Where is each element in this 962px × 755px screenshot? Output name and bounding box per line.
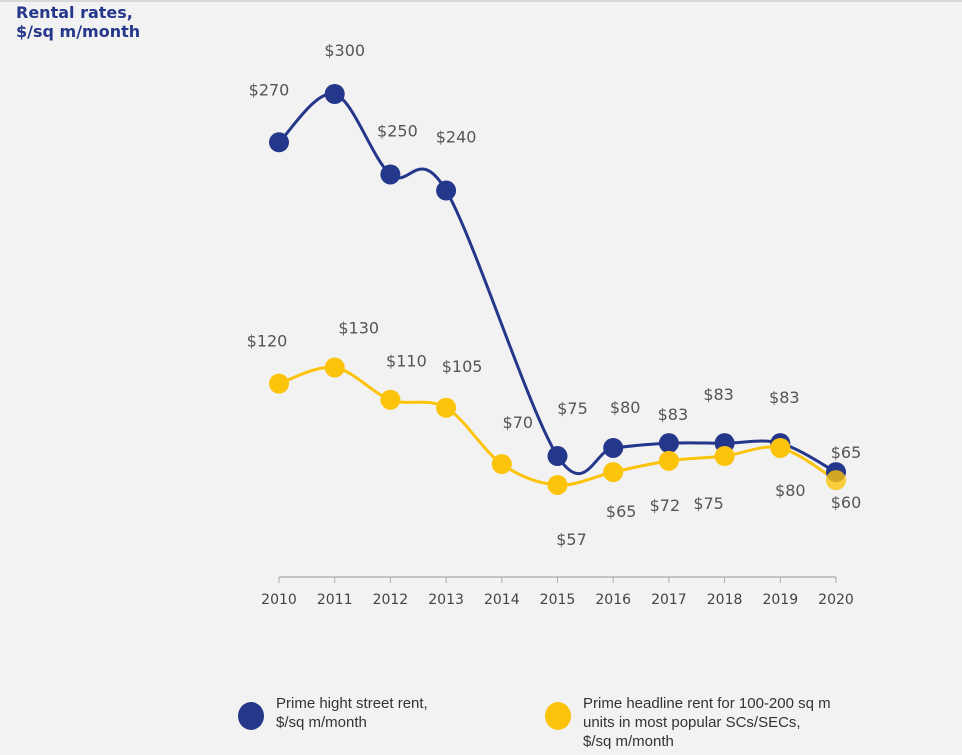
data-point-headline bbox=[714, 446, 735, 467]
x-tick-label: 2012 bbox=[373, 592, 409, 608]
x-tick-label: 2017 bbox=[651, 592, 687, 608]
data-label-headline: $120 bbox=[247, 332, 288, 351]
data-point-headline bbox=[436, 397, 457, 418]
chart-title: Rental rates, $/sq m/month bbox=[16, 3, 140, 41]
data-label-high-street: $240 bbox=[436, 128, 477, 147]
data-point-headline bbox=[826, 470, 846, 491]
x-tick-label: 2013 bbox=[428, 592, 464, 608]
x-tick-label: 2016 bbox=[595, 592, 631, 608]
data-label-headline: $110 bbox=[386, 352, 427, 371]
data-point-high-street bbox=[380, 164, 401, 185]
legend-marker-yellow bbox=[545, 702, 571, 730]
series-line-headline bbox=[278, 365, 837, 487]
data-point-high-street bbox=[603, 437, 624, 458]
data-label-high-street: $83 bbox=[769, 388, 800, 407]
data-label-high-street: $270 bbox=[249, 80, 290, 99]
legend-text-line: units in most popular SCs/SECs, bbox=[583, 714, 801, 731]
data-label-high-street: $250 bbox=[377, 121, 418, 140]
data-label-headline: $72 bbox=[650, 496, 681, 515]
data-point-high-street bbox=[658, 433, 679, 454]
data-label-headline: $130 bbox=[338, 319, 379, 338]
data-label-high-street: $75 bbox=[557, 399, 588, 418]
data-point-headline bbox=[380, 389, 401, 410]
data-label-headline: $75 bbox=[693, 494, 724, 513]
data-label-headline: $80 bbox=[775, 481, 806, 500]
data-point-headline bbox=[547, 474, 568, 495]
legend-item-prime-headline: Prime headline rent for 100-200 sq m uni… bbox=[545, 694, 831, 751]
data-point-headline bbox=[491, 454, 512, 475]
data-point-high-street bbox=[324, 84, 345, 104]
data-label-headline: $70 bbox=[503, 413, 534, 432]
x-tick-label: 2018 bbox=[707, 592, 743, 608]
data-point-headline bbox=[770, 437, 791, 458]
line-chart: 2010 2011 2012 2013 2014 2015 2016 2017 2018 2019… bbox=[247, 41, 862, 608]
data-point-high-street bbox=[269, 132, 289, 153]
data-label-headline: $105 bbox=[442, 357, 483, 376]
x-tick-label: 2011 bbox=[317, 592, 353, 608]
legend-item-prime-high-street: Prime hight street rent, $/sq m/month bbox=[238, 694, 428, 732]
x-tick-label: 2020 bbox=[818, 592, 854, 608]
data-label-high-street: $83 bbox=[658, 405, 689, 424]
data-point-headline bbox=[658, 450, 679, 471]
x-tick-label: 2014 bbox=[484, 592, 520, 608]
legend-text-line: $/sq m/month bbox=[276, 714, 367, 731]
legend-text-line: Prime hight street rent, bbox=[276, 695, 428, 712]
data-label-headline: $65 bbox=[606, 502, 637, 521]
data-label-high-street: $83 bbox=[703, 385, 734, 404]
legend-text-line: $/sq m/month bbox=[583, 733, 674, 750]
data-label-headline: $60 bbox=[831, 493, 862, 512]
title-line-1: Rental rates, bbox=[16, 3, 133, 22]
x-tick-label: 2010 bbox=[261, 592, 297, 608]
data-label-high-street: $80 bbox=[610, 398, 641, 417]
title-line-2: $/sq m/month bbox=[16, 22, 141, 41]
data-point-headline bbox=[324, 357, 345, 378]
data-point-headline bbox=[603, 462, 624, 483]
legend-marker-blue bbox=[238, 702, 264, 730]
data-label-high-street: $300 bbox=[324, 41, 365, 60]
data-label-headline: $57 bbox=[556, 530, 587, 549]
data-point-high-street bbox=[436, 180, 457, 201]
x-tick-label: 2019 bbox=[762, 592, 798, 608]
legend-text-line: Prime headline rent for 100-200 sq m bbox=[583, 695, 831, 712]
x-tick-label: 2015 bbox=[540, 592, 576, 608]
top-border bbox=[0, 0, 962, 2]
data-point-high-street bbox=[547, 446, 568, 467]
data-point-headline bbox=[269, 373, 289, 394]
data-label-high-street: $65 bbox=[831, 443, 862, 462]
